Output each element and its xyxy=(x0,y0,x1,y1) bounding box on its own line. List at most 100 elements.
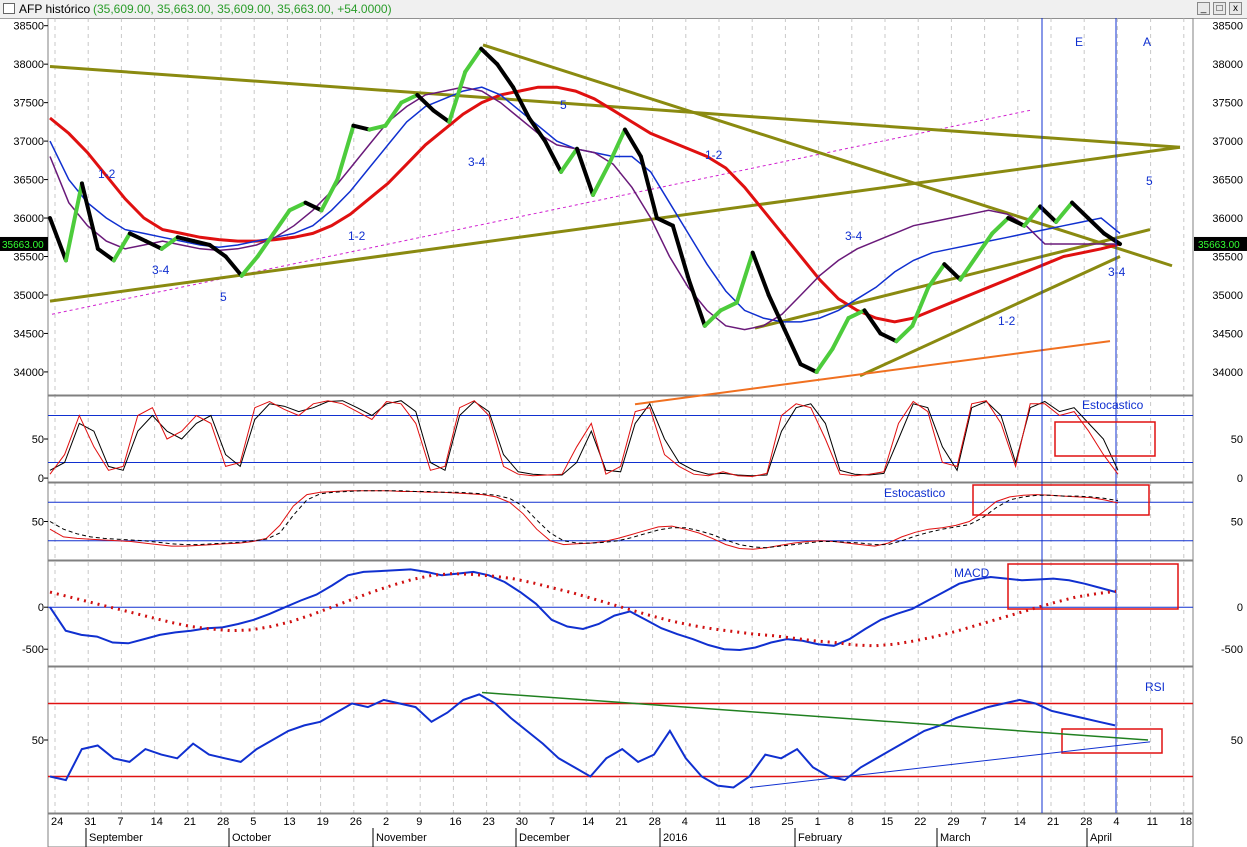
day-tick-label: 14 xyxy=(582,816,594,828)
close-segment xyxy=(1086,216,1107,236)
month-label: October xyxy=(232,832,271,844)
y-tick-label-left: 0 xyxy=(38,602,44,614)
indicator-line xyxy=(49,400,1119,477)
close-segment xyxy=(814,346,835,374)
day-tick-label: 16 xyxy=(449,816,461,828)
close-segment xyxy=(559,146,580,174)
price-panel[interactable]: 34000 34000 34500 34500 35000 35000 35500 35500… xyxy=(0,18,1247,813)
day-tick-label: 9 xyxy=(416,816,422,828)
day-tick-label: 31 xyxy=(84,816,96,828)
y-tick-label-right: 0 xyxy=(1237,602,1243,614)
day-tick-label: 21 xyxy=(184,816,196,828)
day-tick-label: 4 xyxy=(682,816,688,828)
close-segment xyxy=(606,127,627,167)
close-segment xyxy=(335,123,356,182)
close-segment xyxy=(1006,216,1027,228)
close-segment xyxy=(527,116,548,144)
y-tick-label-right: 50 xyxy=(1231,517,1243,529)
y-tick-label-right: 36000 xyxy=(1212,213,1243,225)
close-segment xyxy=(143,239,164,251)
day-tick-label: 29 xyxy=(947,816,959,828)
wave-label: 5 xyxy=(220,290,227,304)
y-tick-label-left: 36000 xyxy=(13,213,44,225)
day-tick-label: 18 xyxy=(748,816,760,828)
day-tick-label: 1 xyxy=(815,816,821,828)
day-tick-label: 7 xyxy=(549,816,555,828)
close-segment xyxy=(958,254,979,282)
y-tick-label-left: 35000 xyxy=(13,290,44,302)
close-segment xyxy=(255,231,276,259)
close-segment xyxy=(271,208,292,236)
y-tick-label-left: -500 xyxy=(22,644,44,656)
day-tick-label: 28 xyxy=(1080,816,1092,828)
highlight-box xyxy=(1054,421,1156,457)
close-segment xyxy=(670,223,691,282)
stochastic-slow-panel[interactable]: 50 50 Estocastico xyxy=(32,484,1243,550)
moving-average-line xyxy=(49,86,1120,331)
close-segment xyxy=(239,254,260,278)
rsi-panel[interactable]: 50 50 RSI xyxy=(32,680,1243,789)
day-tick-label: 26 xyxy=(350,816,362,828)
day-tick-label: 25 xyxy=(781,816,793,828)
trend-line xyxy=(49,145,1181,303)
panel-title: RSI xyxy=(1145,680,1165,694)
window-title: AFP histórico xyxy=(19,2,91,16)
trend-line xyxy=(754,228,1151,330)
close-segment xyxy=(750,250,771,297)
stock-chart: 34000 34000 34500 34500 35000 35000 35500 35500… xyxy=(0,18,1247,847)
close-segment xyxy=(974,231,995,259)
minimize-button[interactable]: _ xyxy=(1197,2,1210,15)
y-tick-label-left: 50 xyxy=(32,517,44,529)
last-value-label-left: 35663.00 xyxy=(2,240,44,251)
chart-window-icon xyxy=(3,3,15,14)
y-tick-label-left: 34000 xyxy=(13,367,44,379)
day-tick-label: 2 xyxy=(383,816,389,828)
close-segment xyxy=(351,123,372,132)
y-tick-label-right: 35500 xyxy=(1212,252,1243,264)
close-button[interactable]: x xyxy=(1229,2,1242,15)
macd-panel[interactable]: -500 -500 0 0 MACD xyxy=(22,563,1243,656)
wave-label: 3-4 xyxy=(152,263,170,277)
stochastic-fast-panel[interactable]: 0 0 50 50 Estocastico xyxy=(32,398,1243,485)
day-tick-label: 4 xyxy=(1113,816,1119,828)
close-segment xyxy=(48,216,68,263)
trend-line-dashed xyxy=(51,109,1031,315)
trend-line xyxy=(482,43,1173,268)
close-segment xyxy=(654,216,675,228)
maximize-button[interactable]: □ xyxy=(1213,2,1226,15)
panel-frame xyxy=(47,482,1194,561)
day-tick-label: 5 xyxy=(250,816,256,828)
wave-label: 3-4 xyxy=(1108,265,1126,279)
window-title-values: (35,609.00, 35,663.00, 35,609.00, 35,663… xyxy=(93,2,392,16)
day-tick-label: 21 xyxy=(1047,816,1059,828)
wave-label: 1-2 xyxy=(98,167,116,181)
y-tick-label-left: 37000 xyxy=(13,136,44,148)
panel-title: Estocastico xyxy=(1082,398,1144,412)
close-segment xyxy=(95,246,116,263)
close-segment xyxy=(495,62,516,90)
indicator-line xyxy=(49,693,1116,789)
y-tick-label-left: 50 xyxy=(32,434,44,446)
day-tick-label: 14 xyxy=(1014,816,1026,828)
day-tick-label: 23 xyxy=(483,816,495,828)
day-tick-label: 18 xyxy=(1180,816,1192,828)
close-segment xyxy=(798,362,819,374)
highlight-box xyxy=(1061,728,1163,754)
day-tick-label: 24 xyxy=(51,816,63,828)
close-segment xyxy=(846,308,867,321)
y-tick-label-left: 38000 xyxy=(13,59,44,71)
last-value-label-right: 35663.00 xyxy=(1198,240,1240,251)
indicator-line xyxy=(49,490,1119,549)
close-segment xyxy=(159,235,180,251)
indicator-line xyxy=(49,572,1117,648)
close-segment xyxy=(287,200,308,213)
wave-label: 1-2 xyxy=(705,148,723,162)
close-segment xyxy=(367,123,388,132)
close-segment xyxy=(1070,200,1091,221)
rsi-trend-line xyxy=(481,691,1149,741)
month-label: February xyxy=(798,832,843,844)
panel-title: Estocastico xyxy=(884,486,946,500)
day-tick-label: 21 xyxy=(615,816,627,828)
wave-label: 3-4 xyxy=(845,229,863,243)
day-tick-label: 19 xyxy=(317,816,329,828)
